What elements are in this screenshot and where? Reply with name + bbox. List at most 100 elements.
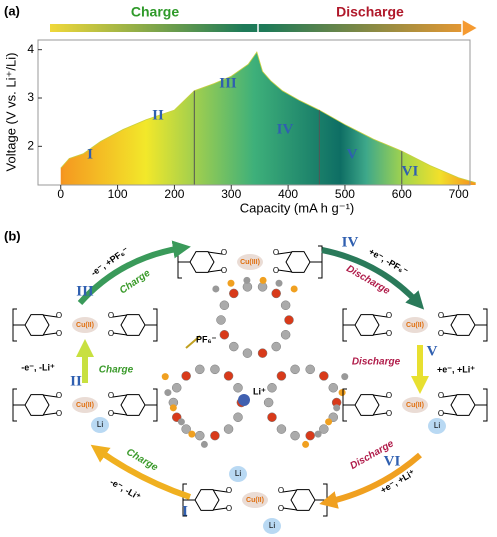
oxygen: O (386, 409, 392, 418)
bond (178, 251, 223, 273)
step-numeral: V (427, 343, 438, 359)
oxygen: O (438, 391, 444, 400)
panel-label: (a) (4, 3, 20, 18)
li-label: Li (434, 421, 440, 430)
framework (161, 276, 349, 448)
atom (242, 348, 253, 358)
step-reaction: -e⁻, -Li⁺ (21, 362, 55, 372)
step-numeral: II (70, 373, 82, 389)
oxygen: O (386, 329, 392, 338)
curve (60, 51, 476, 183)
step-direction: Discharge (352, 357, 401, 368)
bond (343, 314, 388, 336)
oxygen: O (56, 409, 62, 418)
region-label: V (347, 146, 358, 162)
ring (285, 251, 311, 273)
ring (24, 314, 50, 336)
metal-center (72, 397, 98, 413)
oxygen: O (221, 248, 227, 257)
atom (290, 430, 300, 441)
atom (341, 373, 349, 381)
atom (276, 424, 287, 434)
oxygen: O (438, 409, 444, 418)
oxygen: O (221, 266, 227, 275)
li-halo (91, 417, 109, 433)
cation-label: Li⁺ (253, 386, 266, 396)
atom (319, 371, 329, 381)
atom (195, 430, 205, 441)
li-halo (229, 466, 247, 482)
oxygen: O (278, 486, 284, 495)
atom (290, 364, 300, 375)
atom (219, 330, 230, 340)
ring (450, 394, 476, 416)
ring (120, 394, 146, 416)
x-tick-label: 700 (449, 187, 469, 201)
li-label: Li (97, 420, 103, 429)
atom (280, 330, 291, 340)
atom (223, 371, 234, 381)
atom (188, 430, 196, 438)
ring (354, 314, 380, 336)
ring (189, 251, 215, 273)
oxygen: O (278, 504, 284, 513)
oxygen: O (438, 311, 444, 320)
atom (229, 288, 239, 299)
step-reaction: +e⁻, -PF₆⁻ (367, 246, 410, 276)
atom (169, 404, 177, 412)
x-tick-label: 500 (335, 187, 355, 201)
atom (171, 382, 182, 393)
li-label: Li (235, 469, 241, 478)
atom (276, 371, 287, 381)
atom (257, 348, 268, 358)
step-arrow (321, 247, 425, 310)
atom (319, 424, 329, 434)
oxygen: O (56, 311, 62, 320)
metal-center (402, 317, 428, 333)
header-arrow (257, 17, 480, 39)
ring (290, 489, 316, 511)
region-label: VI (402, 163, 419, 179)
step-numeral: VI (384, 453, 401, 469)
area-fill (60, 52, 476, 186)
panel-label: (b) (4, 228, 21, 243)
atom (219, 300, 230, 310)
x-tick-label: 0 (57, 187, 64, 201)
atom (271, 288, 281, 299)
atom (195, 364, 205, 375)
oxygen: O (108, 409, 114, 418)
atom (216, 315, 226, 325)
atom (267, 382, 277, 393)
atom (314, 430, 322, 438)
bond (442, 394, 487, 416)
atom (333, 404, 341, 412)
atom (210, 364, 220, 375)
region-label: IV (277, 121, 294, 137)
atom (164, 389, 172, 397)
ring (194, 489, 220, 511)
metal-center (72, 317, 98, 333)
atom (325, 418, 333, 426)
ring (24, 394, 50, 416)
atom (210, 430, 220, 441)
atom (243, 276, 251, 284)
atom (267, 412, 277, 423)
oxygen: O (386, 311, 392, 320)
atom (233, 412, 243, 423)
oxygen: O (273, 248, 279, 257)
metal-label: Cu(II) (246, 497, 264, 504)
atom (263, 397, 274, 408)
atom (284, 315, 294, 325)
oxygen: O (226, 504, 232, 513)
oxygen: O (438, 329, 444, 338)
atom (305, 430, 315, 441)
ring (354, 394, 380, 416)
atom (223, 424, 234, 434)
step-arrow (319, 452, 422, 509)
atom (200, 440, 208, 448)
